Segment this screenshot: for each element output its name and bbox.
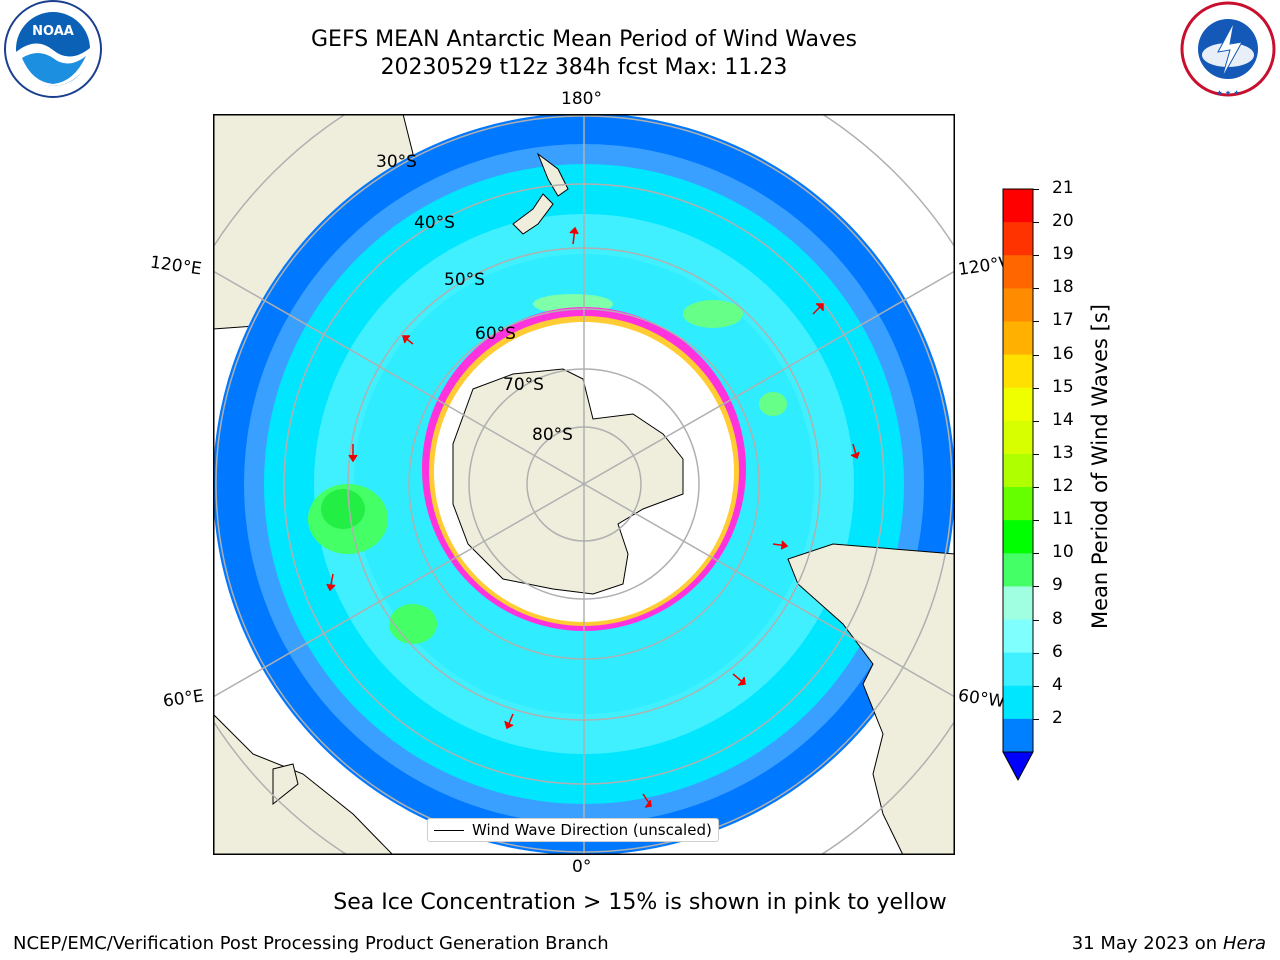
colorbar-tick-label: 12 [1052,476,1074,497]
colorbar-tick-mark [1033,387,1039,389]
colorbar-tick-label: 15 [1052,376,1074,397]
colorbar-block [1003,321,1033,356]
footer-date: 31 May 2023 on Hera [1072,933,1266,954]
colorbar-label: Mean Period of Wind Waves [s] [1088,304,1112,629]
wind-arrow [812,303,824,315]
colorbar-tick-label: 11 [1052,509,1074,530]
colorbar-block [1003,553,1033,587]
colorbar-block [1003,718,1033,753]
colorbar-block [1003,685,1033,720]
colorbar-tick-mark [1033,453,1039,455]
colorbar-block [1003,487,1033,521]
colorbar-tick-mark [1033,520,1039,522]
colorbar-tick-mark [1033,255,1039,257]
colorbar-tick-mark [1033,321,1039,323]
colorbar-block [1003,586,1033,621]
colorbar-block [1003,420,1033,455]
colorbar-tick-mark [1033,685,1039,687]
colorbar-block [1003,387,1033,422]
colorbar-block [1003,453,1033,488]
wind-arrow [348,444,358,463]
colorbar-block [1003,255,1033,289]
lat-label-60s: 60°S [475,324,516,344]
wind-arrow [569,226,579,245]
colorbar [1002,188,1034,782]
title-line-1: GEFS MEAN Antarctic Mean Period of Wind … [311,27,857,52]
colorbar-block [1003,189,1033,223]
sea-ice-note: Sea Ice Concentration > 15% is shown in … [333,890,947,915]
lon-label-top: 180° [561,89,602,109]
footer-date-text: 31 May 2023 on [1071,933,1218,954]
land-africa [213,713,394,855]
noaa-logo-text: NOAA [32,24,74,39]
lat-label-40s: 40°S [414,213,455,233]
colorbar-tick-label: 18 [1052,277,1074,298]
wind-arrow [326,573,336,592]
wind-arrow [772,540,789,550]
colorbar-tick-mark [1033,189,1039,190]
land-madagascar [272,763,299,806]
noaa-logo: NOAA [4,0,102,98]
wind-arrow [732,673,746,686]
colorbar-block [1003,520,1033,554]
colorbar-tick-label: 9 [1052,575,1063,596]
colorbar-tick-mark [1033,354,1039,356]
legend-label: Wind Wave Direction (unscaled) [472,821,712,839]
colorbar-tick-mark [1033,586,1039,588]
lat-label-50s: 50°S [444,270,485,290]
colorbar-tick-label: 21 [1052,178,1074,198]
wind-arrow [402,335,414,345]
map-legend: Wind Wave Direction (unscaled) [427,818,719,842]
colorbar-block [1003,222,1033,256]
footer-machine: Hera [1222,933,1266,954]
nws-logo: ★ ★ ★ [1180,1,1276,97]
colorbar-tick-mark [1033,553,1039,555]
wind-arrow [642,793,652,808]
colorbar-tick-label: 14 [1052,409,1074,430]
colorbar-tick-mark [1033,619,1039,621]
colorbar-tick-label: 6 [1052,641,1063,662]
colorbar-tick-mark [1033,718,1039,720]
colorbar-tick-label: 4 [1052,674,1063,695]
lon-label-bottom: 0° [572,857,592,877]
colorbar-tick-label: 13 [1052,442,1074,463]
colorbar-tick-mark [1033,288,1039,290]
colorbar-block [1003,354,1033,389]
lat-label-80s: 80°S [532,425,573,445]
colorbar-tick-label: 8 [1052,608,1063,629]
colorbar-tick-mark [1033,222,1039,224]
colorbar-tick-label: 17 [1052,310,1074,331]
legend-line-icon [434,829,464,831]
colorbar-tick-mark [1033,652,1039,654]
footer-org: NCEP/EMC/Verification Post Processing Pr… [13,933,609,954]
colorbar-tick-label: 20 [1052,211,1074,232]
land-south-america [787,543,955,855]
colorbar-tick-label: 10 [1052,542,1074,563]
colorbar-tick-mark [1033,487,1039,489]
svg-text:★ ★ ★: ★ ★ ★ [1216,89,1239,97]
colorbar-tick-label: 19 [1052,244,1074,265]
colorbar-tick-label: 2 [1052,707,1063,728]
colorbar-block [1003,652,1033,687]
lon-label-60e: 60°E [161,686,206,712]
colorbar-tick-label: 16 [1052,343,1074,364]
lat-label-70s: 70°S [503,375,544,395]
title-line-2: 20230529 t12z 384h fcst Max: 11.23 [380,55,788,80]
lat-label-30s: 30°S [376,152,417,172]
lon-label-120e: 120°E [148,252,203,280]
colorbar-block [1003,619,1033,654]
polar-map [213,114,955,855]
wind-arrow [504,713,514,730]
colorbar-block [1003,288,1033,322]
wind-wave-arrows [326,226,860,808]
colorbar-extend-triangle [1002,751,1034,782]
colorbar-tick-mark [1033,420,1039,422]
wind-arrow [850,443,860,460]
